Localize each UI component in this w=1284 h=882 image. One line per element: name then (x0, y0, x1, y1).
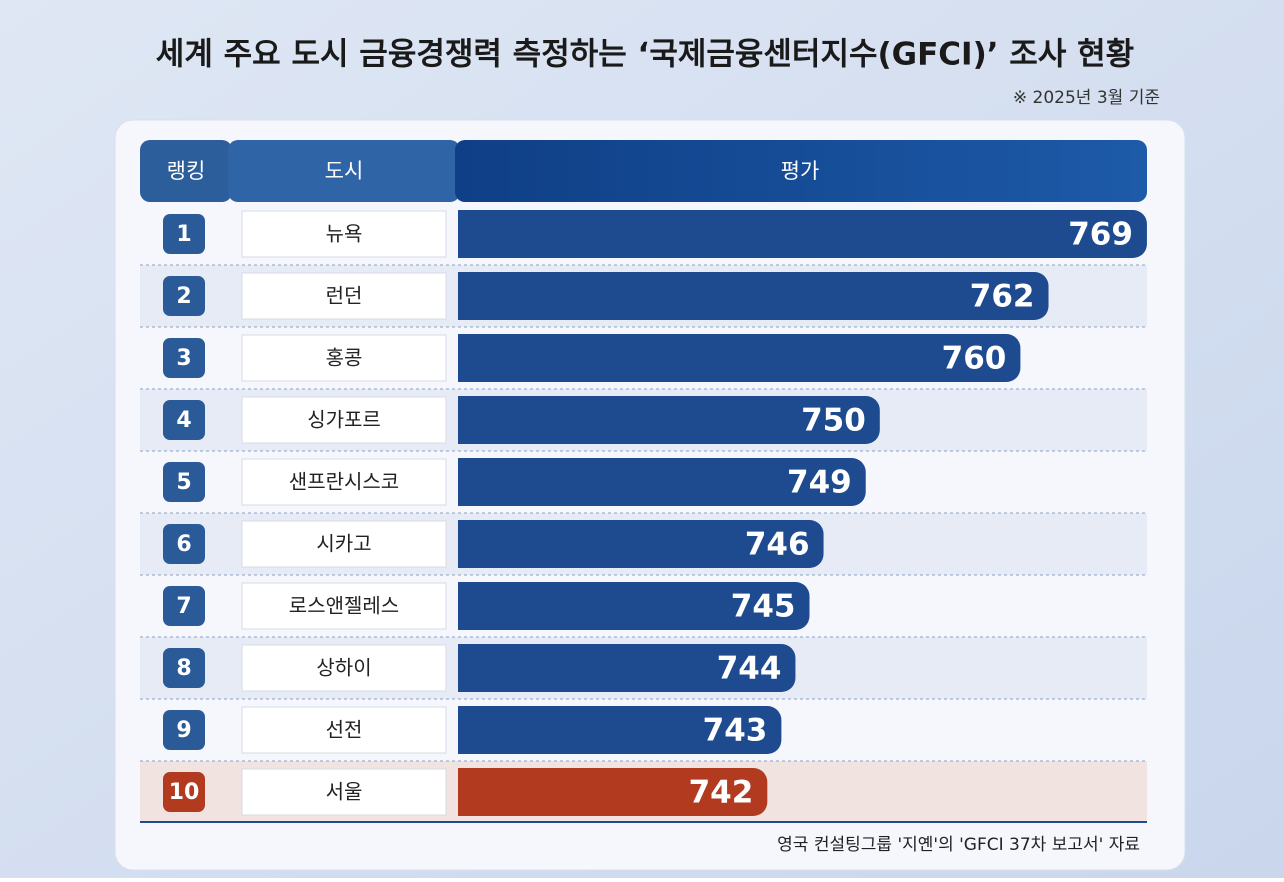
header-cell (140, 140, 232, 202)
header-cell (455, 140, 1147, 202)
bar-left-square (458, 520, 478, 568)
city-label: 샌프란시스코 (289, 470, 399, 494)
bar (458, 768, 768, 816)
rank-badge (163, 524, 205, 564)
bar-left-square (458, 210, 478, 258)
bar (458, 520, 824, 568)
rank-label: 7 (176, 594, 191, 619)
city-cell (241, 644, 447, 692)
bar-left-square (458, 768, 478, 816)
city-label: 선전 (326, 718, 363, 742)
city-label: 뉴욕 (326, 222, 363, 246)
city-label: 시카고 (316, 532, 371, 556)
bar-left-square (458, 706, 478, 754)
value-label: 743 (703, 713, 768, 749)
rank-label: 6 (176, 532, 191, 557)
city-cell (241, 458, 447, 506)
rank-label: 2 (176, 284, 191, 309)
rank-label: 5 (176, 470, 191, 495)
source-note: 영국 컨설팅그룹 '지옌'의 'GFCI 37차 보고서' 자료 (777, 835, 1140, 855)
rank-badge (163, 772, 205, 812)
value-label: 749 (787, 465, 852, 501)
city-cell (241, 582, 447, 630)
city-cell (241, 210, 447, 258)
city-label: 상하이 (316, 656, 371, 680)
bar-left-square (458, 582, 478, 630)
value-label: 745 (731, 589, 796, 625)
rank-badge (163, 400, 205, 440)
bar (458, 582, 810, 630)
bar-left-square (458, 396, 478, 444)
value-label: 750 (801, 403, 866, 439)
rank-badge (163, 462, 205, 502)
bar (458, 272, 1049, 320)
city-label: 로스앤젤레스 (289, 594, 399, 618)
bar-left-square (458, 458, 478, 506)
bar (458, 210, 1147, 258)
value-label: 742 (689, 775, 754, 811)
bar-left-square (458, 644, 478, 692)
bar (458, 458, 866, 506)
rank-badge (163, 338, 205, 378)
subtitle: ※ 2025년 3월 기준 (1013, 88, 1160, 108)
city-label: 런던 (326, 284, 363, 308)
city-label: 홍콩 (326, 346, 363, 370)
city-cell (241, 334, 447, 382)
city-label: 서울 (326, 780, 363, 804)
bar (458, 706, 782, 754)
value-label: 744 (717, 651, 782, 687)
bar (458, 396, 880, 444)
rank-badge (163, 710, 205, 750)
city-cell (241, 396, 447, 444)
rank-badge (163, 214, 205, 254)
city-cell (241, 768, 447, 816)
rank-label: 9 (176, 718, 191, 743)
rank-label: 10 (169, 780, 200, 805)
rank-label: 4 (176, 408, 191, 433)
rank-badge (163, 586, 205, 626)
city-cell (241, 706, 447, 754)
bar (458, 334, 1021, 382)
rank-badge (163, 648, 205, 688)
rank-label: 3 (176, 346, 191, 371)
city-cell (241, 520, 447, 568)
value-label: 769 (1068, 217, 1133, 253)
city-cell (241, 272, 447, 320)
header-label: 평가 (781, 159, 820, 183)
header-cell (228, 140, 460, 202)
title: 세계 주요 도시 금융경쟁력 측정하는 ‘국제금융센터지수(GFCI)’ 조사 … (156, 37, 1134, 73)
rank-label: 1 (176, 222, 191, 247)
value-label: 762 (970, 279, 1035, 315)
bar-left-square (458, 334, 478, 382)
bar (458, 644, 796, 692)
header-label: 도시 (325, 159, 364, 183)
bar-left-square (458, 272, 478, 320)
header-label: 랭킹 (167, 159, 206, 183)
value-label: 746 (745, 527, 810, 563)
city-label: 싱가포르 (307, 408, 381, 432)
value-label: 760 (942, 341, 1007, 377)
rank-badge (163, 276, 205, 316)
rank-label: 8 (176, 656, 191, 681)
